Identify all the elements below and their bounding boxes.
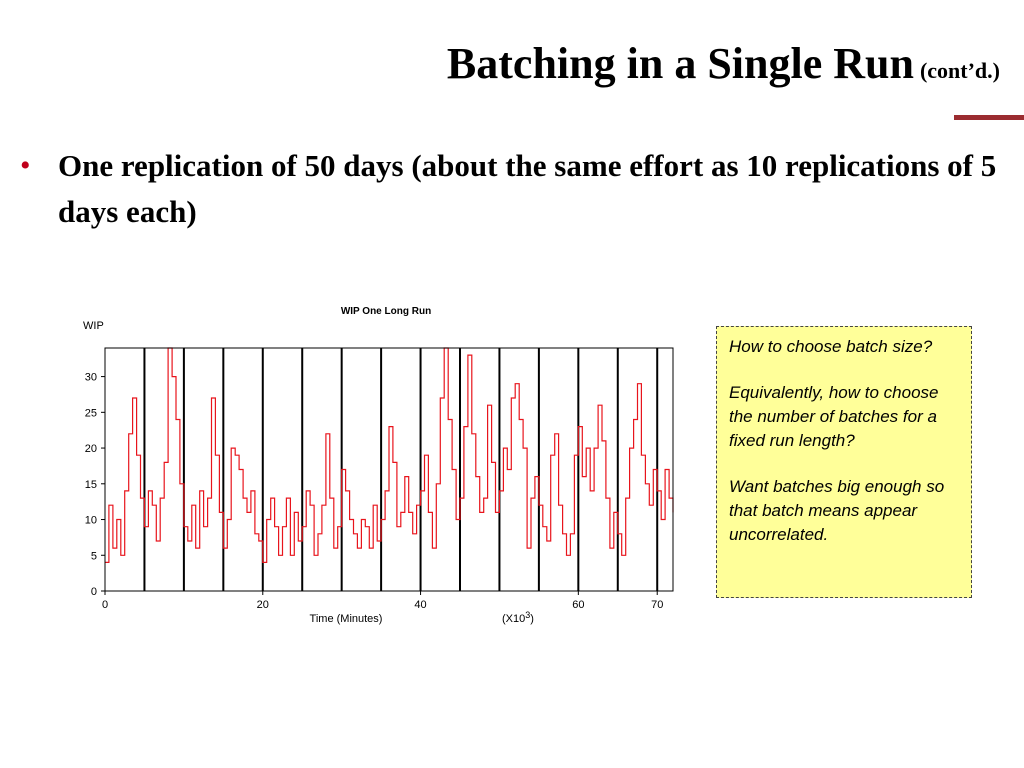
bullet-text: One replication of 50 days (about the sa… <box>58 148 997 229</box>
y-tick-label: 0 <box>91 586 97 598</box>
note-line-2: Equivalently, how to choose the number o… <box>729 383 939 450</box>
y-axis-label: WIP <box>83 320 104 332</box>
batch-size-note: How to choose batch size? Equivalently, … <box>716 326 972 598</box>
y-tick-label: 15 <box>85 479 97 491</box>
batch-boundaries <box>143 348 659 591</box>
x-tick-label: 60 <box>572 599 584 611</box>
y-tick-label: 25 <box>85 407 97 419</box>
plot-frame <box>104 347 674 592</box>
slide-title-main: Batching in a Single Run <box>446 39 914 88</box>
chart-title: WIP One Long Run <box>341 306 431 317</box>
x-multiplier-text: (X10 <box>502 613 525 625</box>
x-axis-label: Time (Minutes) <box>310 613 383 625</box>
bullet-dot-icon: • <box>20 149 31 182</box>
y-tick-label: 5 <box>91 550 97 562</box>
x-tick-label: 40 <box>414 599 426 611</box>
note-line-3: Want batches big enough so that batch me… <box>729 477 945 544</box>
wip-chart: WIP One Long Run WIP 0 5 10 15 20 25 30 0 20 40 6… <box>83 306 674 625</box>
x-multiplier-close: ) <box>530 613 534 625</box>
series-layer <box>105 347 674 563</box>
y-tick-label: 30 <box>85 372 97 384</box>
wip-series-line <box>105 347 674 563</box>
x-axis: 0 20 40 60 70 <box>102 591 663 611</box>
y-tick-label: 10 <box>85 515 97 527</box>
y-axis: 0 5 10 15 20 25 30 <box>85 372 105 598</box>
x-axis-multiplier: (X103) <box>502 610 534 625</box>
x-tick-label: 0 <box>102 599 108 611</box>
x-tick-label: 20 <box>257 599 269 611</box>
slide-title: Batching in a Single Run (cont’d.) <box>447 38 1000 89</box>
y-tick-label: 20 <box>85 443 97 455</box>
note-line-1: How to choose batch size? <box>729 337 933 356</box>
title-rule <box>954 115 1024 120</box>
x-multiplier-exponent: 3 <box>525 610 530 620</box>
x-tick-label: 70 <box>651 599 663 611</box>
slide-title-suffix: (cont’d.) <box>919 58 1000 83</box>
